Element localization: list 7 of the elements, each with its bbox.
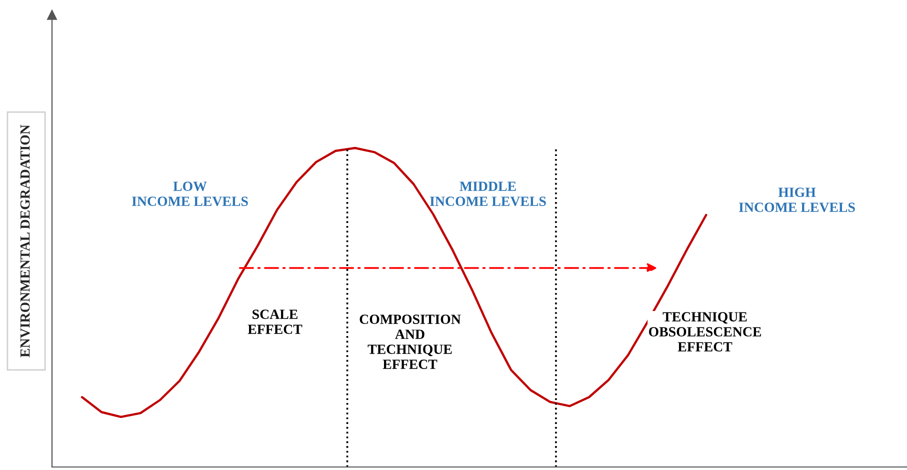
annotation: LOW INCOME LEVELS (132, 182, 248, 206)
annotation: SCALE EFFECT (248, 310, 302, 334)
annotation: COMPOSITION AND TECHNIQUE EFFECT (360, 314, 461, 369)
text: HIGH INCOME LEVELS (739, 188, 855, 212)
annotation: TECHNIQUE OBSOLESCENCE EFFECT (648, 312, 762, 352)
y-axis-title: ENVIRONMENTAL DEGRADATION (20, 124, 30, 358)
annotation: MIDDLE INCOME LEVELS (430, 182, 546, 206)
